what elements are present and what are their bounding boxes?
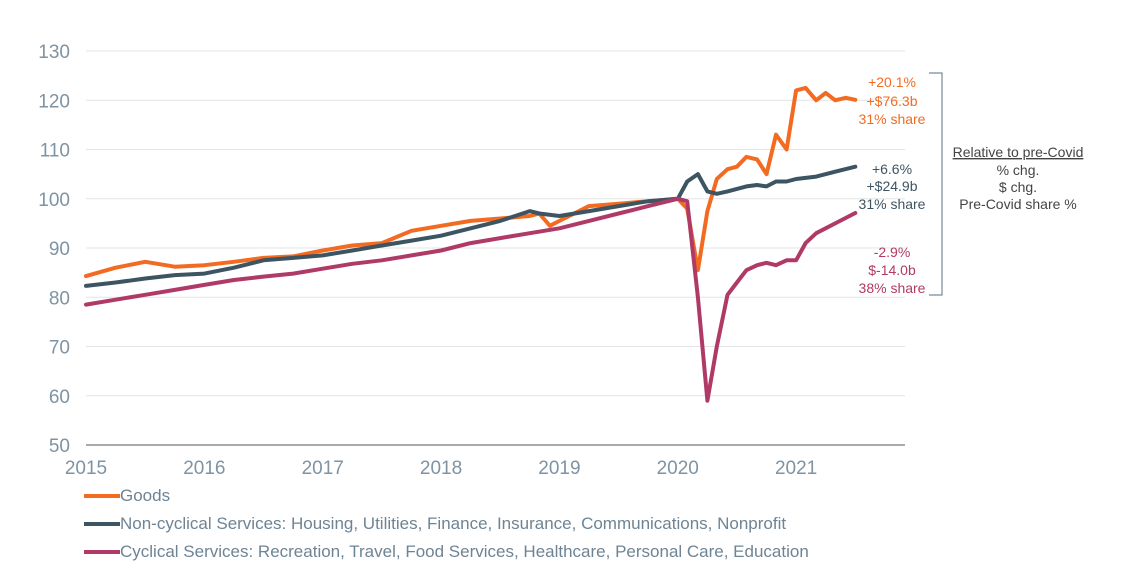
- key-title: Relative to pre-Covid: [953, 144, 1084, 160]
- y-tick-label: 70: [49, 338, 70, 359]
- y-tick-label: 50: [49, 436, 70, 457]
- annotation-goods-1: +$76.3b: [867, 93, 918, 109]
- x-tick-label: 2015: [65, 458, 107, 479]
- line-cyclical: [84, 196, 858, 403]
- legend-label-goods: Goods: [120, 486, 171, 505]
- gridlines: [86, 50, 905, 397]
- y-tick-label: 130: [38, 42, 70, 63]
- legend-swatch-noncyclical: [84, 522, 120, 526]
- annotation-noncyclical-0: +6.6%: [872, 161, 912, 177]
- x-axis-ticks: 2015 2016 2017 2018 2019 2020 2021: [65, 458, 817, 479]
- legend-item-noncyclical: Non-cyclical Services: Housing, Utilitie…: [84, 510, 809, 538]
- y-axis-ticks: 50 60 70 80 90 100 110 120 130: [38, 42, 70, 457]
- y-tick-label: 80: [49, 288, 70, 309]
- key-line-dollar: $ chg.: [999, 179, 1037, 195]
- y-tick-label: 110: [40, 141, 70, 162]
- x-tick-label: 2021: [775, 458, 817, 479]
- key-line-share: Pre-Covid share %: [959, 196, 1077, 212]
- y-tick-label: 90: [49, 239, 70, 260]
- line-noncyclical: [84, 164, 858, 288]
- x-tick-label: 2018: [420, 458, 462, 479]
- x-tick-label: 2020: [657, 458, 699, 479]
- annotation-goods-2: 31% share: [859, 111, 926, 127]
- annotation-noncyclical-1: +$24.9b: [867, 178, 918, 194]
- x-tick-label: 2017: [302, 458, 344, 479]
- legend-swatch-cyclical: [84, 550, 120, 554]
- annotation-goods-0: +20.1%: [868, 74, 916, 90]
- annotation-key: Relative to pre-Covid % chg. $ chg. Pre-…: [929, 72, 1084, 296]
- legend-item-cyclical: Cyclical Services: Recreation, Travel, F…: [84, 538, 809, 566]
- series-annotations: +20.1% +$76.3b 31% share +6.6%+$24.9b 31% sh…: [859, 74, 926, 296]
- y-tick-label: 120: [38, 91, 70, 112]
- annotation-noncyclical-2: 31% share: [859, 196, 926, 212]
- annotation-cyclical-0: -2.9%: [874, 244, 911, 260]
- x-tick-label: 2019: [538, 458, 580, 479]
- key-line-pct: % chg.: [997, 162, 1040, 178]
- annotation-cyclical-2: 38% share: [859, 280, 926, 296]
- legend: Goods Non-cyclical Services: Housing, Ut…: [84, 482, 809, 566]
- y-tick-label: 60: [49, 387, 70, 408]
- legend-item-goods: Goods: [84, 482, 809, 510]
- legend-label-noncyclical: Non-cyclical Services: Housing, Utilitie…: [120, 514, 787, 533]
- bracket: [929, 72, 943, 296]
- y-tick-label: 100: [38, 190, 70, 211]
- x-tick-label: 2016: [183, 458, 225, 479]
- annotation-cyclical-1: $-14.0b: [868, 262, 916, 278]
- legend-label-cyclical: Cyclical Services: Recreation, Travel, F…: [120, 542, 809, 561]
- legend-swatch-goods: [84, 494, 120, 498]
- series-lines: [84, 85, 858, 403]
